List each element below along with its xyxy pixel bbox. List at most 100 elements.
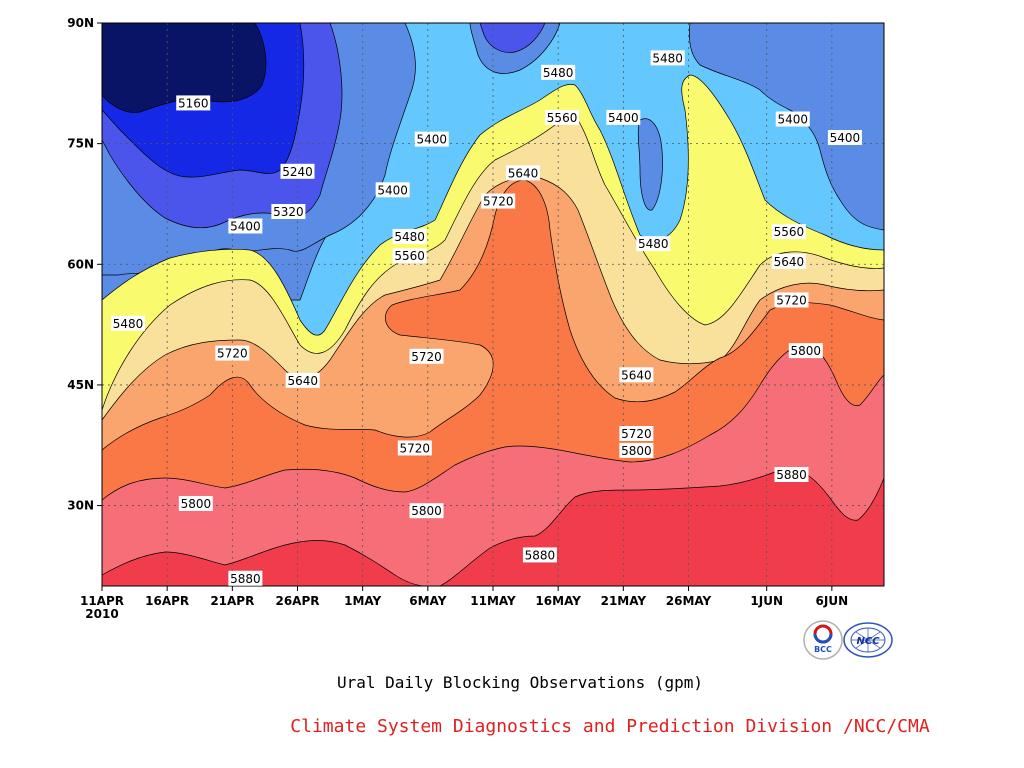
x-tick-label: 26MAY [666, 594, 712, 608]
contour-label-text: 5800 [621, 444, 652, 458]
contour-label: 5880 [522, 547, 557, 563]
contour-label: 5640 [505, 165, 540, 181]
x-tick-label: 21MAY [601, 594, 647, 608]
contour-label-box [650, 50, 685, 66]
contour-label-box [541, 64, 576, 80]
contour-label: 5400 [827, 130, 862, 146]
contour-label-box [397, 440, 432, 456]
contour-label-text: 5400 [416, 133, 447, 147]
contour-label-box [771, 224, 806, 240]
contour-label-box [606, 109, 641, 125]
contour-label-box [111, 315, 146, 331]
contour-label-box [619, 367, 654, 383]
contour-label-text: 5720 [217, 347, 248, 361]
contour-label-box [619, 442, 654, 458]
contour-label: 5720 [409, 348, 444, 364]
contour-label-text: 5880 [230, 572, 261, 586]
contour-label: 5160 [176, 95, 211, 111]
contour-label: 5400 [606, 109, 641, 125]
y-tick-label: 60N [67, 257, 94, 271]
contour-label-text: 5640 [621, 368, 652, 382]
y-axis: 30N 45N 60N 75N 90N [67, 16, 102, 513]
contour-label-box [788, 343, 823, 359]
contour-label: 5560 [392, 248, 427, 264]
contour-label-box [636, 236, 671, 252]
contour-label: 5480 [650, 50, 685, 66]
contour-label-box [409, 348, 444, 364]
contour-label-box [774, 467, 809, 483]
bcc-logo-icon: BCC [803, 620, 843, 660]
contour-label: 5480 [636, 236, 671, 252]
y-tick-label: 75N [67, 137, 94, 151]
band-5240-5320-top-center [479, 23, 546, 53]
contour-label-text: 5560 [547, 111, 578, 125]
x-axis: 11APR 16APR 21APR 26APR 1MAY 6MAY 11MAY 16MAY 21… [80, 586, 848, 608]
contour-label: 5480 [392, 228, 427, 244]
contour-label-box [392, 248, 427, 264]
contour-label-box [414, 131, 449, 147]
contour-label-box [409, 503, 444, 519]
x-tick-label: 16MAY [535, 594, 581, 608]
contour-label: 5800 [619, 442, 654, 458]
contour-label-text: 5480 [652, 51, 683, 65]
contour-label-box [228, 570, 263, 586]
contour-label: 5320 [271, 204, 306, 220]
contour-label-text: 5800 [791, 344, 822, 358]
contour-label: 5400 [228, 218, 263, 234]
contour-label-text: 5400 [830, 131, 861, 145]
contour-label-text: 5640 [774, 255, 805, 269]
contour-label-text: 5800 [181, 497, 212, 511]
contour-label-text: 5400 [777, 113, 808, 127]
bcc-logo-text: BCC [814, 645, 832, 654]
contour-label-text: 5800 [411, 504, 442, 518]
chart-credit: Climate System Diagnostics and Predictio… [290, 716, 930, 737]
contour-label: 5400 [775, 111, 810, 127]
contour-label-text: 5880 [776, 468, 807, 482]
x-tick-label: 11MAY [470, 594, 516, 608]
contour-label: 5880 [228, 570, 263, 586]
x-tick-label: 26APR [275, 594, 319, 608]
grid [102, 23, 884, 586]
contour-label-box [228, 218, 263, 234]
contour-label: 5640 [771, 253, 806, 269]
contour-label-box [619, 425, 654, 441]
contour-label-box [280, 163, 315, 179]
contour-label: 5480 [111, 315, 146, 331]
contour-label-box [176, 95, 211, 111]
contour-label-box [771, 253, 806, 269]
contour-label-text: 5400 [377, 183, 408, 197]
contour-label-text: 5320 [273, 205, 304, 219]
chart-title: Ural Daily Blocking Observations (gpm) [337, 673, 703, 692]
contour-label: 5400 [414, 131, 449, 147]
contour-label-text: 5720 [483, 195, 514, 209]
contour-label-box [285, 372, 320, 388]
contour-label-text: 5160 [178, 96, 209, 110]
contour-label-text: 5640 [287, 374, 318, 388]
band-5320-5400-upper-right [688, 23, 884, 231]
x-tick-label: 6MAY [409, 594, 446, 608]
contour-labels: 5160 5240 5320 5400 5400 5400 5400 5400 5400 5480… [111, 50, 862, 586]
contour-label-text: 5480 [394, 230, 425, 244]
y-tick-label: 45N [67, 378, 94, 392]
contour-label-box [522, 547, 557, 563]
contour-label-box [775, 111, 810, 127]
contour-label-text: 5720 [621, 427, 652, 441]
contour-label: 5800 [178, 495, 213, 511]
contour-label-box [375, 182, 410, 198]
contour-label: 5400 [375, 182, 410, 198]
contour-label-text: 5720 [776, 293, 807, 307]
x-tick-label: 21APR [210, 594, 254, 608]
contour-fill [102, 23, 884, 586]
contour-label-text: 5480 [638, 237, 669, 251]
contour-label-box [481, 193, 516, 209]
x-tick-label: 11APR [80, 594, 124, 608]
contour-label-text: 5880 [525, 548, 556, 562]
contour-label: 5720 [774, 292, 809, 308]
contour-label: 5720 [397, 440, 432, 456]
x-tick-label: 1MAY [344, 594, 381, 608]
contour-label-box [271, 204, 306, 220]
contour-label-box [178, 495, 213, 511]
contour-label-text: 5400 [230, 219, 261, 233]
contour-label: 5880 [774, 467, 809, 483]
